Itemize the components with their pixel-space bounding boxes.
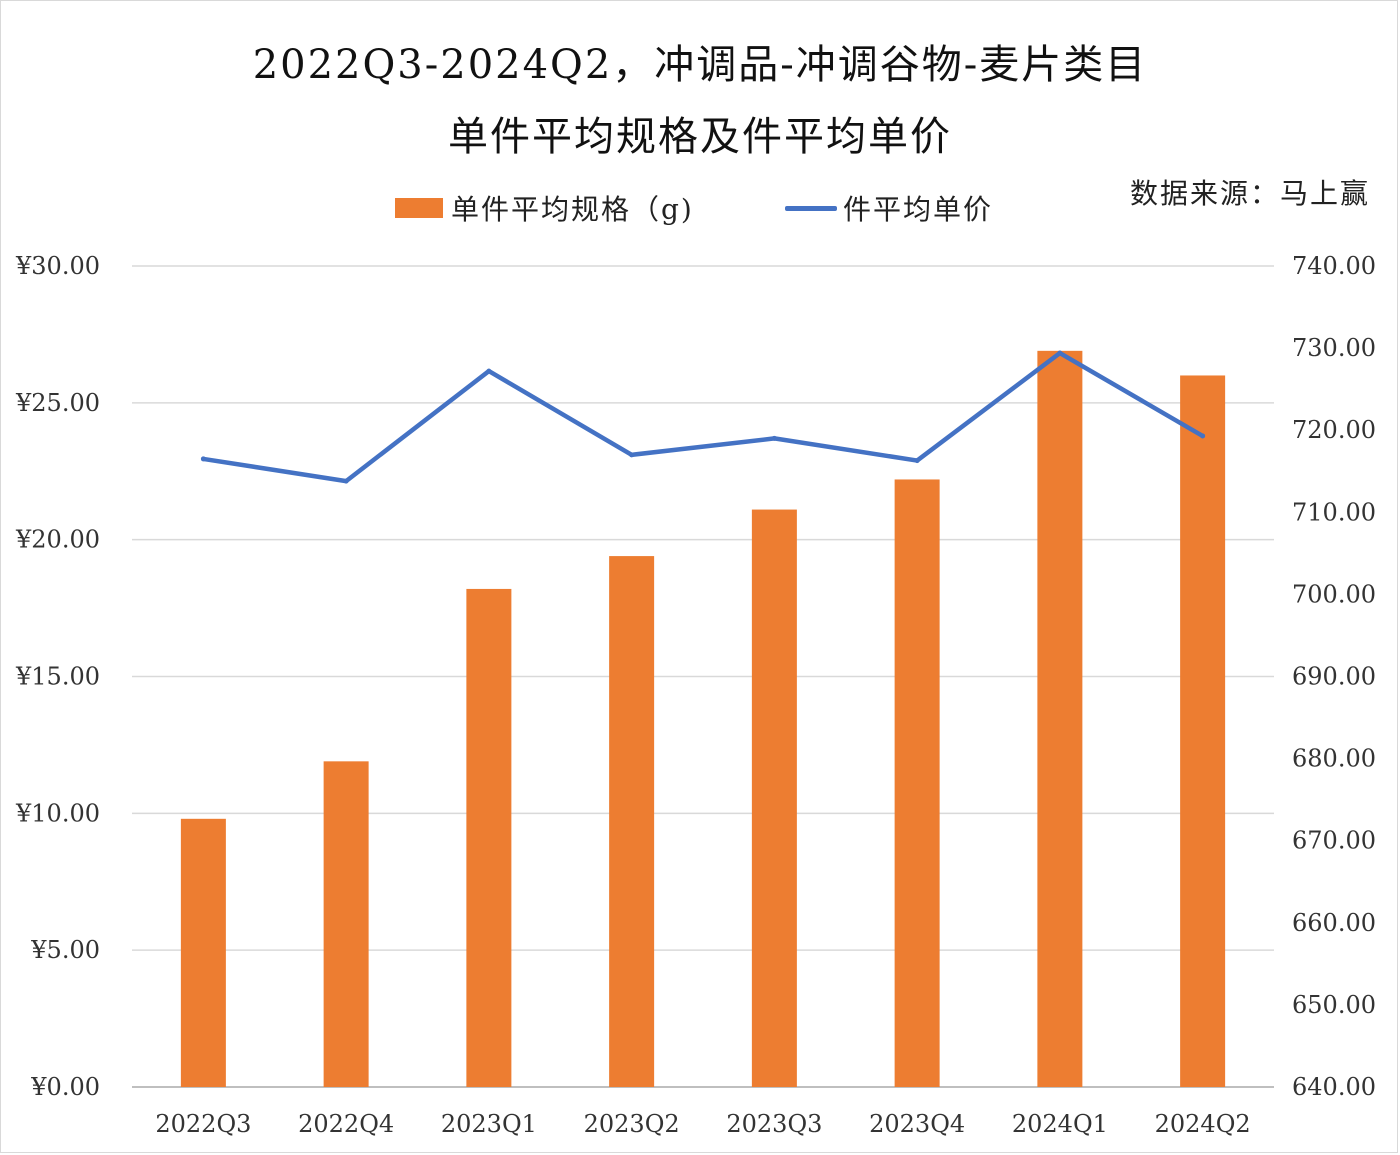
x-axis-tick-label: 2023Q4 bbox=[869, 1110, 965, 1138]
left-axis-tick-label: ¥15.00 bbox=[15, 663, 100, 691]
bar-series bbox=[180, 350, 1226, 1088]
left-axis-tick-label: ¥20.00 bbox=[15, 526, 100, 554]
right-axis-tick-label: 680.00 bbox=[1292, 745, 1376, 773]
line-point-2022Q4 bbox=[343, 478, 349, 484]
bar-2023Q3 bbox=[751, 509, 797, 1087]
bar-2022Q3 bbox=[180, 818, 226, 1087]
x-axis: 2022Q3 2022Q4 2023Q1 2023Q2 2023Q3 2023Q4 2024… bbox=[155, 1110, 1250, 1138]
left-axis: ¥0.00 ¥5.00 ¥10.00 ¥15.00 ¥20.00 ¥25.00 ¥30.00 bbox=[15, 252, 100, 1101]
legend-line-label: 件平均单价 bbox=[843, 193, 994, 226]
right-axis-tick-label: 730.00 bbox=[1292, 334, 1376, 362]
line-point-2023Q4 bbox=[914, 458, 920, 464]
bar-2023Q2 bbox=[609, 556, 655, 1087]
right-axis-tick-label: 690.00 bbox=[1292, 663, 1376, 691]
bar-2023Q1 bbox=[466, 588, 512, 1087]
legend-item-bar-series: 单件平均规格（g) bbox=[395, 190, 694, 226]
x-axis-tick-label: 2024Q2 bbox=[1155, 1110, 1251, 1138]
right-axis-tick-label: 740.00 bbox=[1292, 252, 1376, 280]
right-axis-tick-label: 670.00 bbox=[1292, 827, 1376, 855]
left-axis-tick-label: ¥0.00 bbox=[30, 1073, 100, 1101]
right-axis-tick-label: 700.00 bbox=[1292, 580, 1376, 608]
x-axis-tick-label: 2022Q4 bbox=[298, 1110, 394, 1138]
legend-item-line-series: 件平均单价 bbox=[785, 190, 993, 226]
bar-2024Q1 bbox=[1037, 350, 1083, 1087]
x-axis-tick-label: 2024Q1 bbox=[1012, 1110, 1108, 1138]
line-series bbox=[200, 350, 1206, 484]
right-axis: 640.00 650.00 660.00 670.00 680.00 690.00 700.… bbox=[1292, 252, 1376, 1101]
legend-bar-label: 单件平均规格（g) bbox=[451, 193, 694, 226]
right-axis-tick-label: 720.00 bbox=[1292, 416, 1376, 444]
left-axis-tick-label: ¥5.00 bbox=[30, 936, 100, 964]
bar-2024Q2 bbox=[1180, 375, 1226, 1087]
right-axis-tick-label: 710.00 bbox=[1292, 498, 1376, 526]
x-axis-tick-label: 2023Q1 bbox=[441, 1110, 537, 1138]
line-point-2023Q1 bbox=[486, 368, 492, 374]
bar-2022Q4 bbox=[323, 761, 369, 1087]
x-axis-tick-label: 2023Q3 bbox=[726, 1110, 822, 1138]
x-axis-tick-label: 2023Q2 bbox=[584, 1110, 680, 1138]
chart-title-line-2: 单件平均规格及件平均单价 bbox=[448, 114, 952, 160]
legend-line-swatch bbox=[785, 205, 837, 211]
line-point-2023Q3 bbox=[771, 435, 777, 441]
line-point-2024Q2 bbox=[1200, 433, 1206, 439]
right-axis-tick-label: 640.00 bbox=[1292, 1073, 1376, 1101]
bar-2023Q4 bbox=[894, 479, 940, 1088]
line-point-2022Q3 bbox=[200, 456, 206, 462]
x-axis-tick-label: 2022Q3 bbox=[155, 1110, 251, 1138]
chart-title-line-1: 2022Q3-2024Q2，冲调品-冲调谷物-麦片类目 bbox=[252, 42, 1148, 88]
line-point-2024Q1 bbox=[1057, 350, 1063, 356]
left-axis-tick-label: ¥30.00 bbox=[15, 252, 100, 280]
left-axis-tick-label: ¥10.00 bbox=[15, 799, 100, 827]
data-source-note: 数据来源：马上赢 bbox=[1129, 177, 1370, 210]
left-axis-tick-label: ¥25.00 bbox=[15, 389, 100, 417]
gridlines bbox=[132, 265, 1274, 1088]
legend-bar-swatch bbox=[395, 198, 443, 218]
right-axis-tick-label: 650.00 bbox=[1292, 991, 1376, 1019]
right-axis-tick-label: 660.00 bbox=[1292, 909, 1376, 937]
unit-price-line bbox=[201, 350, 1205, 484]
line-point-2023Q2 bbox=[629, 452, 635, 458]
